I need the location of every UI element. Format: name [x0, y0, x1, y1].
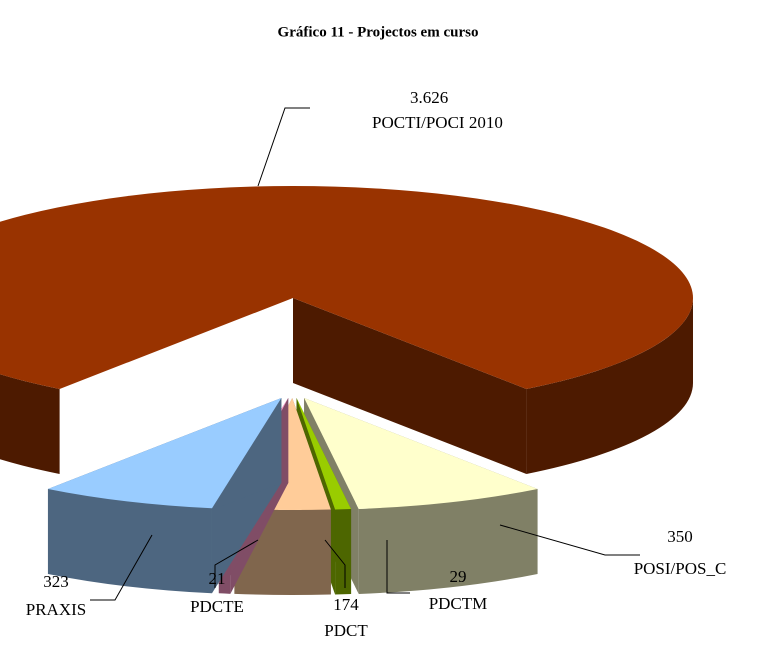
- slice-label: POCTI/POCI 2010: [372, 113, 503, 132]
- slice-top: [304, 398, 538, 509]
- leader-line: [90, 534, 153, 601]
- value-label: 323: [43, 572, 69, 591]
- value-label: 174: [333, 595, 359, 614]
- leader-line: [499, 524, 640, 556]
- slice-side: [335, 508, 352, 595]
- slice-top: [296, 398, 352, 510]
- slice-label: PDCTE: [190, 597, 244, 616]
- slice: [304, 398, 538, 594]
- value-label: 29: [450, 567, 467, 586]
- leader-line: [257, 107, 310, 187]
- slice-side: [0, 374, 60, 474]
- slice-label: PRAXIS: [26, 600, 86, 619]
- slice-top: [0, 186, 693, 389]
- slice-side: [47, 488, 212, 594]
- slice-wall: [293, 298, 527, 474]
- value-label: 3.626: [410, 88, 448, 107]
- value-label: 350: [667, 527, 693, 546]
- leader-line: [324, 539, 346, 588]
- chart-title: Gráfico 11 - Projectos em curso: [278, 24, 479, 40]
- value-label: 21: [209, 569, 226, 588]
- leader-line: [386, 540, 410, 594]
- slice: [0, 186, 693, 474]
- slice-top: [47, 398, 282, 509]
- slice-side: [526, 298, 693, 474]
- slice-label: POSI/POS_C: [634, 559, 727, 578]
- slice-label: PDCT: [324, 621, 368, 640]
- slice: [47, 398, 282, 594]
- slice-side: [358, 488, 538, 594]
- pie: [0, 186, 693, 595]
- leader-line: [214, 539, 259, 588]
- slice-label: PDCTM: [429, 594, 488, 613]
